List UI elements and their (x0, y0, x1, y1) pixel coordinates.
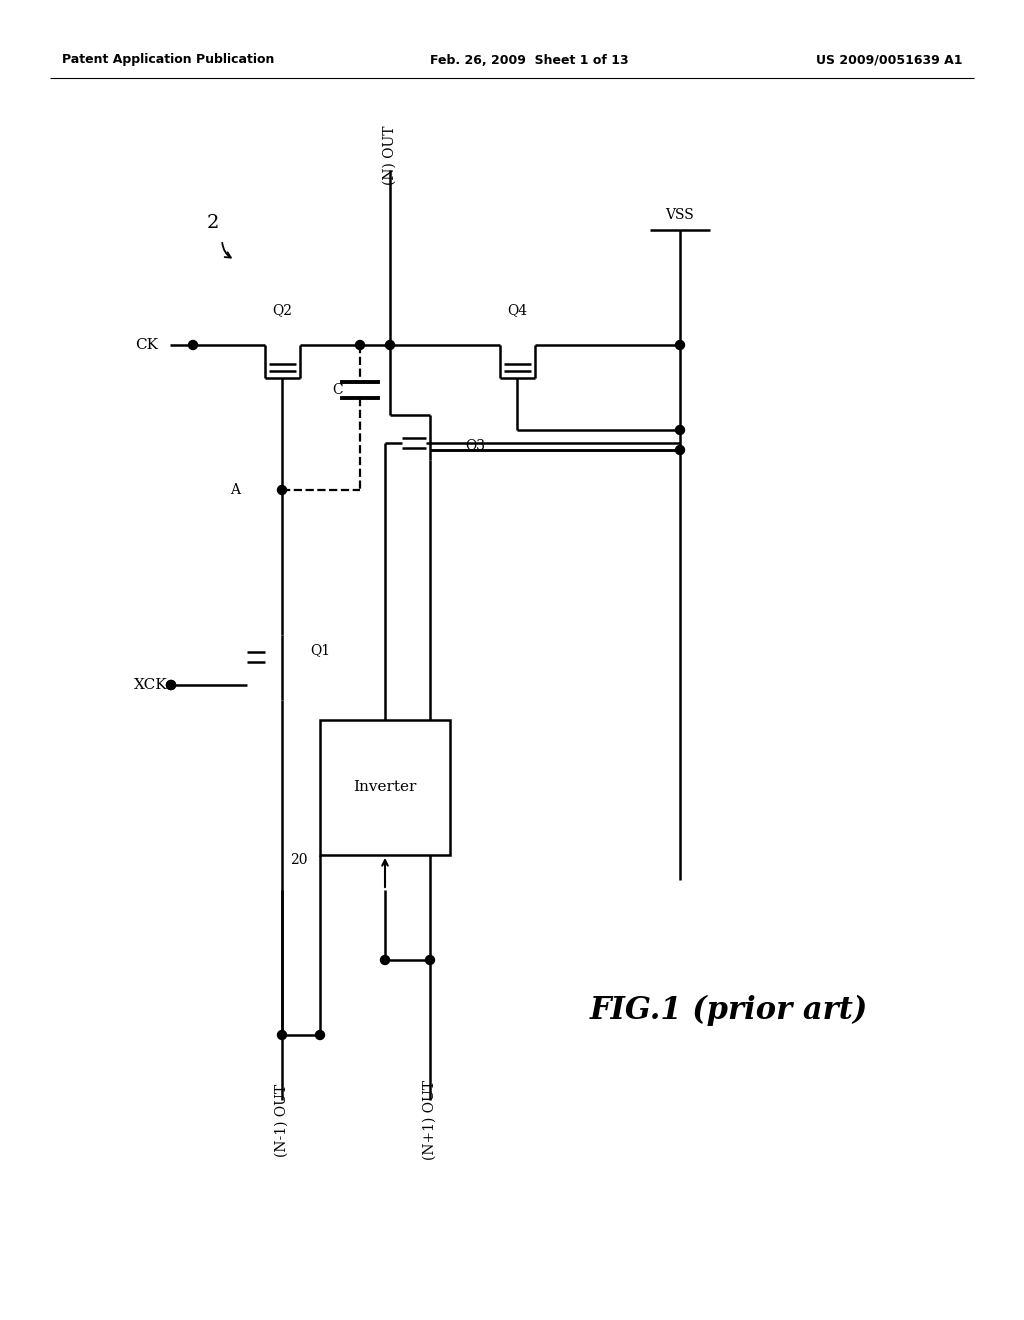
Circle shape (355, 341, 365, 350)
Text: Q4: Q4 (507, 304, 527, 317)
Circle shape (278, 486, 287, 495)
Circle shape (385, 341, 394, 350)
Text: A: A (230, 483, 240, 498)
Circle shape (676, 341, 684, 350)
Circle shape (188, 341, 198, 350)
Text: XCK: XCK (134, 678, 168, 692)
Text: Patent Application Publication: Patent Application Publication (62, 54, 274, 66)
Text: Q2: Q2 (272, 304, 292, 317)
Text: CK: CK (135, 338, 158, 352)
Circle shape (676, 446, 684, 454)
Circle shape (381, 956, 389, 965)
Text: 2: 2 (207, 214, 219, 232)
Text: VSS: VSS (666, 209, 694, 222)
Text: 20: 20 (291, 853, 308, 867)
Text: Q3: Q3 (465, 438, 485, 451)
Text: (N+1) OUT: (N+1) OUT (423, 1080, 437, 1160)
Text: FIG.1 (prior art): FIG.1 (prior art) (590, 994, 868, 1026)
Circle shape (167, 681, 175, 689)
Text: Q1: Q1 (310, 643, 330, 657)
Text: (N-1) OUT: (N-1) OUT (275, 1084, 289, 1156)
Text: (N) OUT: (N) OUT (383, 125, 397, 185)
Circle shape (426, 956, 434, 965)
Circle shape (315, 1031, 325, 1040)
Circle shape (278, 1031, 287, 1040)
Bar (319, 719, 450, 855)
Text: US 2009/0051639 A1: US 2009/0051639 A1 (815, 54, 962, 66)
Circle shape (167, 681, 175, 689)
Text: Feb. 26, 2009  Sheet 1 of 13: Feb. 26, 2009 Sheet 1 of 13 (430, 54, 629, 66)
Text: Inverter: Inverter (353, 780, 417, 795)
Text: C: C (333, 383, 343, 397)
Circle shape (676, 425, 684, 434)
